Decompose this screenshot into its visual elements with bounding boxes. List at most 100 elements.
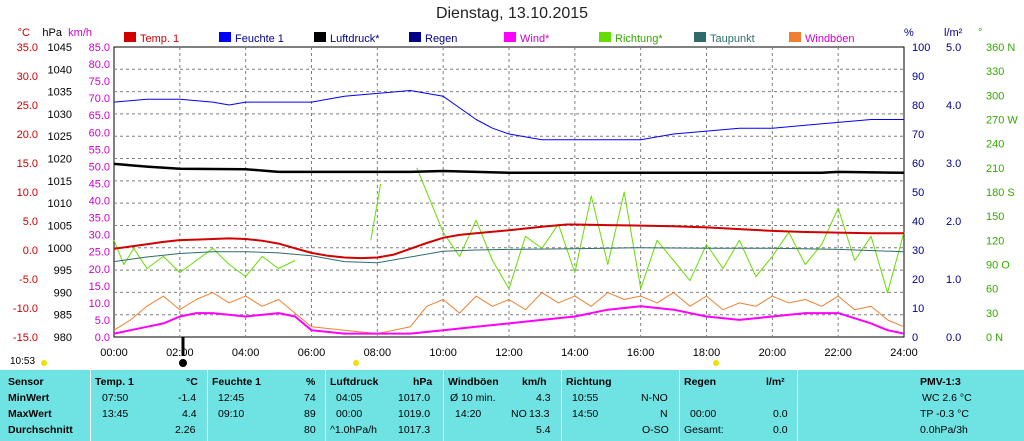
wind-axis-tick-label: 60.0 [89,127,110,139]
temp-min-time: 07:50 [102,392,129,404]
pressure-axis-tick-label: 1030 [48,109,72,121]
pressure-axis-tick-label: 1045 [48,42,72,54]
direction-axis-tick-label: 150 [986,211,1004,223]
wind-axis-tick-label: 0.0 [95,332,110,344]
x-tick-label: 08:00 [364,347,392,359]
wind-header: Windböen [448,376,499,388]
current-time-label: 10:53 [10,356,36,367]
wind-axis-tick-label: 50.0 [89,161,110,173]
pressure-axis-tick-label: 1020 [48,154,72,166]
x-tick-label: 06:00 [298,347,326,359]
rain-total-label: Gesamt: [684,424,724,436]
pressure-avg-value: 1017.3 [398,424,431,436]
legend-label: Richtung* [615,33,663,45]
pressure-trend-label: ^1.0hPa/h [330,424,377,436]
series-line-taupunkt [113,247,905,264]
legend-label: Temp. 1 [140,33,179,45]
temp-axis-tick-label: -5.0 [19,274,38,286]
direction-axis-tick-label: 180 S [986,187,1015,199]
pressure-axis-unit-label: hPa [42,27,62,39]
pressure-max-time: 00:00 [336,408,363,420]
rain-unit: l/m² [766,376,785,388]
pressure-min-value: 1017.0 [398,392,431,404]
column-divider [443,370,444,441]
x-tick-label: 22:00 [824,347,852,359]
series-line-richtung [113,167,905,294]
legend-swatch [694,32,706,42]
temp-axis-tick-label: 25.0 [17,100,38,112]
humidity-axis-tick-label: 90 [912,71,924,83]
rain-max-value: 0.0 [773,408,788,420]
pressure-axis-tick-label: 1000 [48,243,72,255]
legend-label: Regen [425,33,457,45]
wind-avg10-value: 4.3 [536,392,551,404]
pmv-windchill: WC 2.6 °C [922,392,972,404]
column-divider [679,370,680,441]
humidity-max-time: 09:10 [218,408,245,420]
rain-axis-tick-label: 4.0 [946,100,961,112]
temp-max-value: 4.4 [182,408,197,420]
chart-legend: Temp. 1 Feuchte 1 Luftdruck* Regen Wind* Rich… [124,32,855,45]
direction-axis-tick-label: 270 W [986,115,1018,127]
temp-axis-tick-label: 0.0 [23,245,38,257]
pressure-axis-tick-label: 985 [54,310,72,322]
humidity-max-value: 89 [304,408,316,420]
humidity-axis-tick-label: 60 [912,158,924,170]
series-line-windb-en [113,292,905,335]
temp-axis-tick-label: 15.0 [17,158,38,170]
wind-axis-tick-label: 10.0 [89,298,110,310]
pressure-min-time: 04:05 [336,392,363,404]
series-line-wind [113,305,905,335]
direction-header: Richtung [566,376,612,388]
humidity-axis-tick-label: 70 [912,129,924,141]
chart-grid [113,46,905,338]
temp-axis-unit-label: °C [18,27,30,39]
pressure-axis-tick-label: 1015 [48,176,72,188]
column-divider [797,370,798,441]
pressure-axis-tick-label: 1040 [48,64,72,76]
chart-series [113,90,905,335]
x-tick-label: 12:00 [495,347,523,359]
direction-max-time: 14:50 [572,408,599,420]
column-divider [90,370,91,441]
pressure-unit: hPa [413,376,433,388]
x-tick-label: 14:00 [561,347,589,359]
x-tick-label: 04:00 [232,347,260,359]
marker-dot [353,360,359,366]
wind-max-direction: NO [511,408,527,420]
pressure-max-value: 1019.0 [398,408,431,420]
row-avg-label: Durchschnitt [8,424,73,436]
legend-label: Wind* [520,33,550,45]
wind-unit: km/h [522,376,547,388]
humidity-axis-tick-label: 50 [912,187,924,199]
wind-axis-tick-label: 55.0 [89,144,110,156]
direction-axis-tick-label: 0 N [986,332,1003,344]
direction-avg-value: O-SO [642,424,669,436]
humidity-axis-tick-label: 30 [912,245,924,257]
legend-swatch [504,32,516,42]
series-line-luftdruck [113,162,905,175]
wind-axis-tick-label: 20.0 [89,264,110,276]
pressure-axis-tick-label: 1035 [48,87,72,99]
x-tick-label: 18:00 [693,347,721,359]
direction-axis-tick-label: 240 [986,139,1004,151]
wind-axis-tick-label: 40.0 [89,196,110,208]
pressure-axis-tick-label: 990 [54,287,72,299]
wind-axis-tick-label: 65.0 [89,110,110,122]
x-tick-label: 02:00 [166,347,194,359]
direction-axis-tick-label: 330 [986,66,1004,78]
summary-table: Sensor MinWert MaxWert Durchschnitt Temp… [0,370,1024,441]
direction-max-value: N [660,408,668,420]
legend-swatch [314,32,326,42]
x-tick-label: 00:00 [100,347,128,359]
humidity-axis-tick-label: 0 [912,332,918,344]
column-divider [325,370,326,441]
legend-label: Feuchte 1 [235,33,284,45]
chart-title: Dienstag, 13.10.2015 [435,5,589,22]
x-tick-label: 20:00 [759,347,787,359]
humidity-axis-tick-label: 40 [912,216,924,228]
sensor-header: Sensor [8,376,44,388]
direction-axis-tick-label: 60 [986,284,998,296]
x-tick-label: 10:00 [429,347,457,359]
rain-max-time: 00:00 [690,408,717,420]
